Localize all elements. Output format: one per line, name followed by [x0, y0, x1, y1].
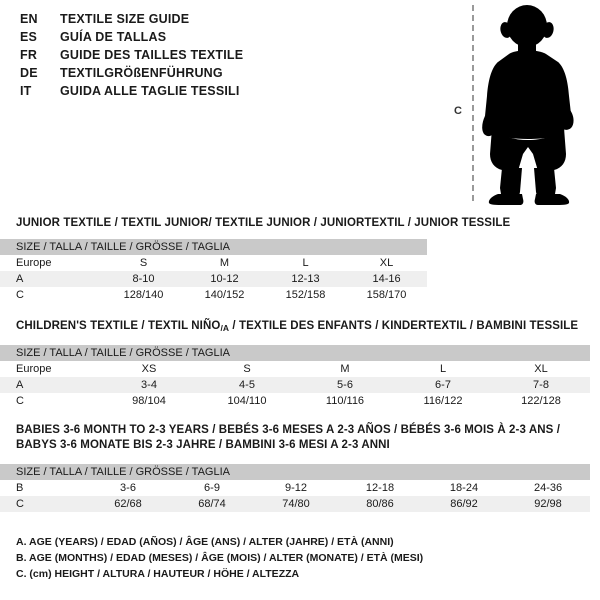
table-cell: 140/152 — [184, 287, 265, 303]
language-title: TEXTILE SIZE GUIDE — [60, 12, 190, 26]
legend-line-c: C. (cm) HEIGHT / ALTURA / HAUTEUR / HÖHE… — [16, 568, 300, 580]
table-cell: 3-4 — [100, 377, 198, 393]
language-row: DE TEXTILGRÖßENFÜHRUNG — [0, 66, 440, 84]
table-cell: XL — [346, 255, 428, 271]
section-title-babies-line2: BABYS 3-6 MONATE BIS 2-3 JAHRE / BAMBINI… — [16, 439, 390, 451]
table-row: Europe S M L XL — [0, 255, 428, 271]
section-title-children: CHILDREN'S TEXTILE / TEXTIL NIÑO/A / TEX… — [16, 320, 578, 333]
junior-size-table: SIZE / TALLA / TAILLE / GRÖSSE / TAGLIA … — [0, 239, 428, 303]
language-code: IT — [20, 84, 32, 98]
junior-table-size-header-row: SIZE / TALLA / TAILLE / GRÖSSE / TAGLIA — [0, 239, 428, 255]
language-row: IT GUIDA ALLE TAGLIE TESSILI — [0, 84, 440, 102]
children-table-size-header-row: SIZE / TALLA / TAILLE / GRÖSSE / TAGLIA — [0, 345, 591, 361]
table-cell: 12-13 — [265, 271, 346, 287]
table-cell: 98/104 — [100, 393, 198, 409]
table-cell: 8-10 — [103, 271, 184, 287]
table-cell: 80/86 — [338, 496, 422, 512]
table-cell: 152/158 — [265, 287, 346, 303]
language-row: EN TEXTILE SIZE GUIDE — [0, 12, 440, 30]
height-measure-label: C — [454, 105, 462, 117]
table-cell: 92/98 — [506, 496, 591, 512]
table-cell: M — [184, 255, 265, 271]
table-cell: XS — [100, 361, 198, 377]
section-title-junior-text: JUNIOR TEXTILE / TEXTIL JUNIOR/ TEXTILE … — [16, 217, 511, 229]
row-label: B — [0, 480, 86, 496]
measurement-legend: A. AGE (YEARS) / EDAD (AÑOS) / ÂGE (ANS)… — [16, 534, 423, 582]
row-label: C — [0, 393, 100, 409]
table-row: A 8-10 10-12 12-13 14-16 — [0, 271, 428, 287]
language-row: ES GUÍA DE TALLAS — [0, 30, 440, 48]
babies-table-size-header-row: SIZE / TALLA / TAILLE / GRÖSSE / TAGLIA — [0, 464, 591, 480]
table-cell: L — [265, 255, 346, 271]
table-cell: S — [198, 361, 296, 377]
table-cell: 10-12 — [184, 271, 265, 287]
section-title-junior: JUNIOR TEXTILE / TEXTIL JUNIOR/ TEXTILE … — [16, 217, 510, 229]
babies-size-table: SIZE / TALLA / TAILLE / GRÖSSE / TAGLIA … — [0, 464, 591, 512]
table-row: C 98/104 104/110 110/116 116/122 122/128 — [0, 393, 591, 409]
table-cell: 104/110 — [198, 393, 296, 409]
table-cell: 4-5 — [198, 377, 296, 393]
table-cell: 158/170 — [346, 287, 428, 303]
children-size-table: SIZE / TALLA / TAILLE / GRÖSSE / TAGLIA … — [0, 345, 591, 409]
table-cell: M — [296, 361, 394, 377]
table-cell: 110/116 — [296, 393, 394, 409]
table-row: Europe XS S M L XL — [0, 361, 591, 377]
row-label: C — [0, 287, 103, 303]
language-title: GUIDE DES TAILLES TEXTILE — [60, 48, 244, 62]
table-cell: 86/92 — [422, 496, 506, 512]
table-cell: S — [103, 255, 184, 271]
table-cell: 122/128 — [492, 393, 591, 409]
table-cell: 9-12 — [254, 480, 338, 496]
row-label: C — [0, 496, 86, 512]
table-cell: 5-6 — [296, 377, 394, 393]
measurement-figure: C — [440, 0, 600, 210]
section-title-children-sub: /A — [220, 323, 230, 333]
table-row: B 3-6 6-9 9-12 12-18 18-24 24-36 — [0, 480, 591, 496]
language-title-block: EN TEXTILE SIZE GUIDE ES GUÍA DE TALLAS … — [0, 12, 440, 102]
legend-line-b: B. AGE (MONTHS) / EDAD (MESES) / ÂGE (MO… — [16, 552, 424, 564]
legend-line-a: A. AGE (YEARS) / EDAD (AÑOS) / ÂGE (ANS)… — [16, 536, 394, 548]
language-title: TEXTILGRÖßENFÜHRUNG — [60, 66, 223, 80]
table-cell: 6-7 — [394, 377, 492, 393]
row-label: A — [0, 271, 103, 287]
children-size-header-label: SIZE / TALLA / TAILLE / GRÖSSE / TAGLIA — [0, 345, 591, 361]
table-cell: 18-24 — [422, 480, 506, 496]
table-row: A 3-4 4-5 5-6 6-7 7-8 — [0, 377, 591, 393]
table-cell: 12-18 — [338, 480, 422, 496]
language-code: ES — [20, 30, 38, 44]
language-code: EN — [20, 12, 38, 26]
table-cell: 7-8 — [492, 377, 591, 393]
table-cell: 128/140 — [103, 287, 184, 303]
table-cell: 14-16 — [346, 271, 428, 287]
table-cell: 6-9 — [170, 480, 254, 496]
toddler-silhouette-icon — [482, 5, 574, 205]
table-cell: 62/68 — [86, 496, 170, 512]
language-title: GUIDA ALLE TAGLIE TESSILI — [60, 84, 240, 98]
table-cell: 24-36 — [506, 480, 591, 496]
table-cell: 74/80 — [254, 496, 338, 512]
row-label: A — [0, 377, 100, 393]
section-title-children-text1: CHILDREN'S TEXTILE / TEXTIL NIÑO — [16, 320, 221, 332]
table-row: C 62/68 68/74 74/80 80/86 86/92 92/98 — [0, 496, 591, 512]
language-code: FR — [20, 48, 38, 62]
table-cell: 68/74 — [170, 496, 254, 512]
section-title-children-text2: / TEXTILE DES ENFANTS / KINDERTEXTIL / B… — [229, 320, 579, 332]
table-row: C 128/140 140/152 152/158 158/170 — [0, 287, 428, 303]
language-row: FR GUIDE DES TAILLES TEXTILE — [0, 48, 440, 66]
row-label: Europe — [0, 255, 103, 271]
row-label: Europe — [0, 361, 100, 377]
table-cell: 116/122 — [394, 393, 492, 409]
table-cell: XL — [492, 361, 591, 377]
language-code: DE — [20, 66, 38, 80]
section-title-babies: BABIES 3-6 MONTH TO 2-3 YEARS / BEBÉS 3-… — [16, 424, 560, 451]
babies-size-header-label: SIZE / TALLA / TAILLE / GRÖSSE / TAGLIA — [0, 464, 591, 480]
height-dashed-line — [472, 5, 474, 201]
table-cell: L — [394, 361, 492, 377]
language-title: GUÍA DE TALLAS — [60, 30, 167, 44]
table-cell: 3-6 — [86, 480, 170, 496]
junior-size-header-label: SIZE / TALLA / TAILLE / GRÖSSE / TAGLIA — [0, 239, 428, 255]
section-title-babies-line1: BABIES 3-6 MONTH TO 2-3 YEARS / BEBÉS 3-… — [16, 424, 560, 436]
